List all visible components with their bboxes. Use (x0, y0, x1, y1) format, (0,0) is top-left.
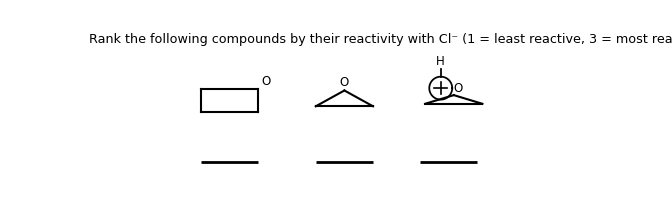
Text: H: H (436, 55, 445, 68)
Text: O: O (340, 76, 349, 89)
Text: Rank the following compounds by their reactivity with Cl⁻ (1 = least reactive, 3: Rank the following compounds by their re… (89, 33, 672, 46)
Text: O: O (261, 75, 270, 88)
Text: O: O (454, 82, 463, 95)
